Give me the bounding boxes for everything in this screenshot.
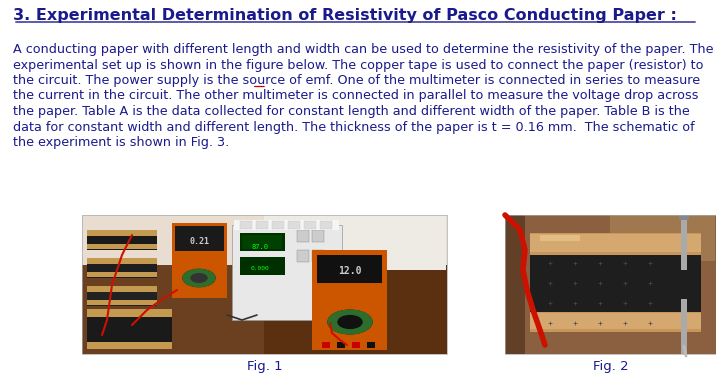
Bar	[82, 265, 264, 354]
Bar	[87, 230, 157, 250]
Bar	[240, 233, 285, 251]
Bar	[352, 342, 360, 348]
Text: the paper. Table A is the data collected for constant length and different width: the paper. Table A is the data collected…	[13, 105, 690, 118]
Bar	[82, 215, 447, 265]
Bar	[87, 309, 172, 347]
Text: 3. Experimental Determination of Resistivity of Pasco Conducting Paper :: 3. Experimental Determination of Resisti…	[13, 8, 677, 23]
Bar	[505, 215, 525, 354]
Bar	[367, 342, 375, 348]
Text: the current in the circuit. The other multimeter is connected in parallel to mea: the current in the circuit. The other mu…	[13, 90, 699, 103]
Circle shape	[183, 270, 215, 286]
Bar	[87, 286, 157, 306]
Bar	[87, 230, 157, 236]
Bar	[87, 314, 157, 320]
Bar	[505, 215, 716, 354]
Bar	[232, 225, 342, 320]
Text: the experiment is shown in Fig. 3.: the experiment is shown in Fig. 3.	[13, 136, 229, 149]
Bar	[530, 234, 701, 252]
Text: Fig. 1: Fig. 1	[247, 360, 282, 373]
Circle shape	[338, 316, 362, 328]
Bar	[87, 244, 157, 249]
Bar	[304, 221, 316, 229]
Text: 87.0: 87.0	[251, 244, 268, 250]
Circle shape	[328, 310, 372, 334]
Bar	[312, 250, 387, 350]
Bar	[256, 221, 268, 229]
Circle shape	[183, 270, 215, 286]
Bar	[312, 230, 324, 242]
Bar	[87, 286, 157, 292]
Circle shape	[191, 274, 207, 282]
Bar	[505, 215, 716, 354]
Text: 12.0: 12.0	[338, 266, 362, 276]
Bar	[322, 342, 330, 348]
Bar	[87, 309, 172, 317]
Text: A conducting paper with different length and width can be used to determine the : A conducting paper with different length…	[13, 43, 714, 56]
Bar	[681, 299, 687, 354]
Bar	[87, 300, 157, 305]
Bar	[264, 215, 446, 270]
Bar	[272, 221, 284, 229]
Bar	[175, 226, 224, 251]
Bar	[234, 220, 339, 230]
Bar	[530, 233, 701, 255]
Bar	[87, 258, 157, 264]
Bar	[320, 221, 332, 229]
Bar	[87, 272, 157, 277]
Bar	[530, 312, 701, 332]
Bar	[679, 215, 689, 220]
Bar	[242, 235, 282, 249]
Text: Fig. 2: Fig. 2	[593, 360, 629, 373]
Bar	[240, 257, 285, 275]
Bar	[297, 250, 309, 262]
Text: data for constant width and different length. The thickness of the paper is t = : data for constant width and different le…	[13, 121, 695, 134]
Bar	[82, 215, 447, 354]
Bar	[317, 255, 382, 283]
Bar	[288, 221, 300, 229]
Bar	[610, 215, 715, 261]
Bar	[87, 258, 157, 278]
Bar	[297, 230, 309, 242]
Bar	[530, 313, 701, 329]
Bar	[82, 215, 447, 354]
Text: experimental set up is shown in the figure below. The copper tape is used to con: experimental set up is shown in the figu…	[13, 59, 704, 72]
Bar	[240, 221, 252, 229]
Text: the circuit. The power supply is the source of emf. One of the multimeter is con: the circuit. The power supply is the sou…	[13, 74, 700, 87]
Bar	[312, 250, 324, 262]
Bar	[530, 233, 701, 332]
Bar	[540, 235, 580, 241]
Text: 0.21: 0.21	[190, 236, 210, 246]
Circle shape	[328, 310, 372, 334]
Bar	[87, 342, 172, 349]
Bar	[172, 223, 227, 298]
Text: 0.000: 0.000	[251, 267, 269, 272]
Bar	[87, 328, 157, 333]
Bar	[337, 342, 345, 348]
Bar	[87, 314, 157, 334]
Bar	[681, 215, 687, 270]
